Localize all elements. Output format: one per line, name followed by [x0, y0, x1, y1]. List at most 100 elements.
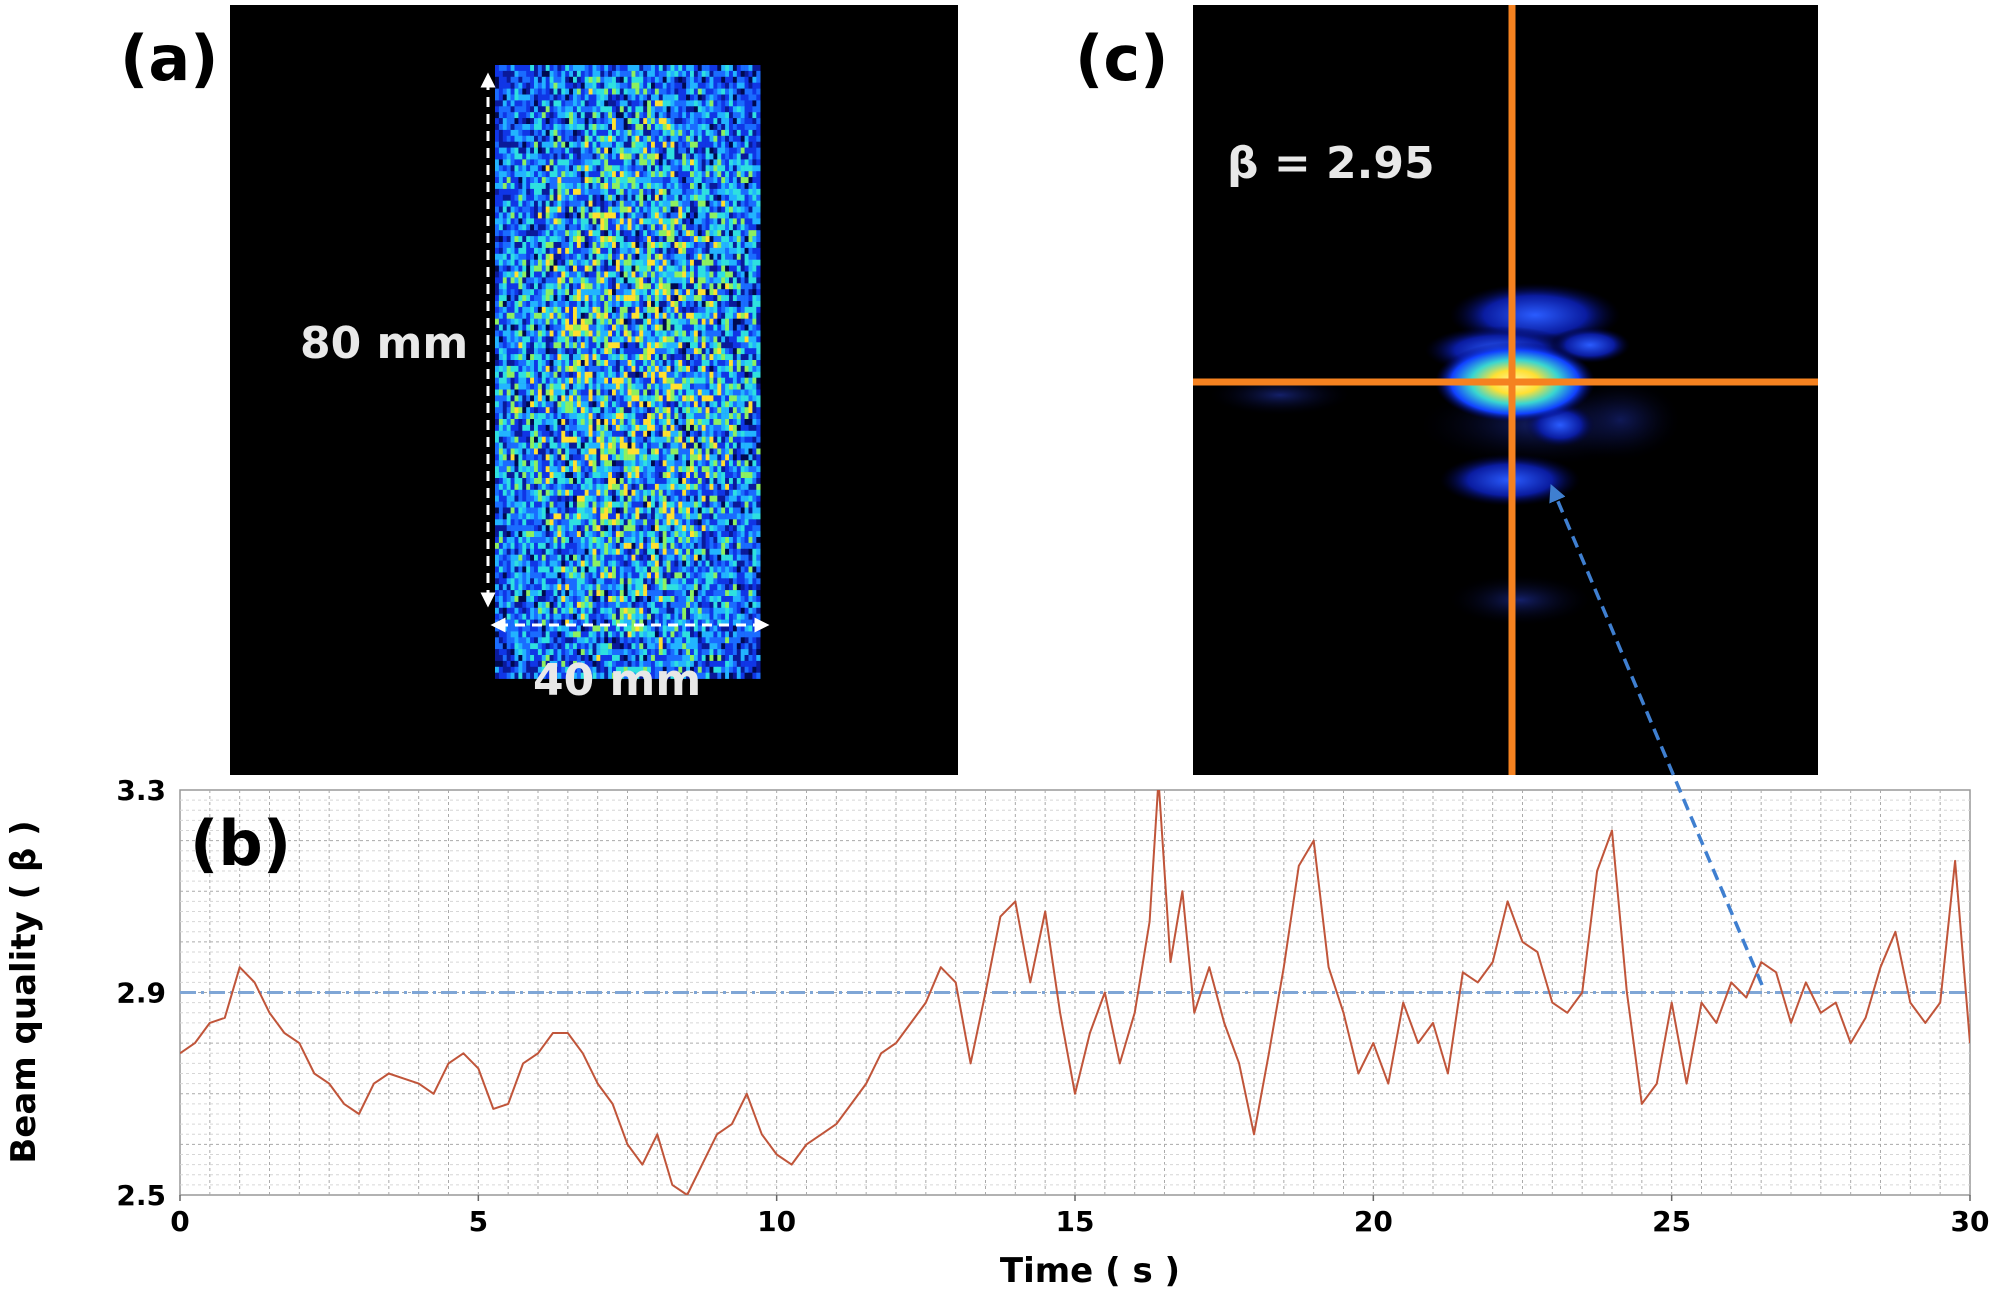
- speckle-pixel: [623, 76, 628, 83]
- speckle-pixel: [658, 460, 663, 467]
- speckle-pixel: [549, 124, 554, 131]
- speckle-pixel: [729, 165, 734, 172]
- speckle-pixel: [682, 348, 687, 355]
- speckle-pixel: [580, 271, 585, 278]
- speckle-pixel: [553, 395, 558, 402]
- speckle-pixel: [713, 342, 718, 349]
- speckle-pixel: [584, 188, 589, 196]
- speckle-pixel: [612, 365, 617, 373]
- speckle-pixel: [651, 147, 656, 154]
- speckle-pixel: [565, 312, 570, 319]
- speckle-pixel: [635, 377, 640, 384]
- speckle-pixel: [635, 70, 640, 78]
- speckle-pixel: [514, 100, 519, 107]
- speckle-pixel: [612, 283, 617, 290]
- speckle-pixel: [569, 472, 574, 479]
- speckle-pixel: [518, 165, 523, 172]
- speckle-pixel: [635, 365, 640, 373]
- speckle-pixel: [662, 301, 667, 308]
- speckle-pixel: [604, 430, 609, 437]
- speckle-pixel: [498, 377, 504, 384]
- speckle-pixel: [666, 277, 671, 284]
- speckle-pixel: [670, 206, 675, 213]
- speckle-pixel: [615, 265, 621, 272]
- speckle-pixel: [495, 218, 500, 225]
- speckle-pixel: [674, 360, 679, 367]
- speckle-pixel: [588, 200, 593, 207]
- speckle-pixel: [580, 124, 585, 131]
- speckle-pixel: [553, 413, 558, 420]
- speckle-pixel: [662, 188, 667, 196]
- speckle-pixel: [697, 188, 702, 196]
- speckle-pixel: [662, 247, 667, 255]
- speckle-pixel: [600, 336, 605, 343]
- speckle-pixel: [612, 419, 617, 426]
- speckle-pixel: [495, 430, 500, 437]
- speckle-pixel: [584, 112, 589, 119]
- speckle-pixel: [498, 100, 504, 107]
- speckle-pixel: [756, 141, 761, 148]
- speckle-pixel: [701, 82, 706, 89]
- speckle-pixel: [506, 88, 511, 95]
- speckle-pixel: [596, 253, 601, 260]
- speckle-pixel: [756, 177, 761, 184]
- speckle-pixel: [752, 159, 757, 166]
- speckle-pixel: [526, 88, 531, 95]
- speckle-pixel: [756, 419, 761, 426]
- speckle-pixel: [506, 342, 511, 349]
- speckle-pixel: [752, 76, 757, 83]
- speckle-pixel: [639, 478, 644, 485]
- speckle-pixel: [545, 413, 550, 420]
- speckle-pixel: [682, 395, 687, 402]
- speckle-pixel: [627, 472, 632, 479]
- speckle-pixel: [588, 188, 593, 196]
- speckle-pixel: [604, 177, 609, 184]
- speckle-pixel: [553, 230, 558, 237]
- speckle-pixel: [635, 218, 640, 225]
- speckle-pixel: [666, 106, 671, 113]
- speckle-pixel: [584, 306, 589, 314]
- speckle-pixel: [580, 442, 585, 449]
- speckle-pixel: [495, 94, 500, 101]
- speckle-pixel: [729, 478, 734, 485]
- speckle-pixel: [736, 401, 741, 408]
- speckle-pixel: [674, 295, 679, 302]
- speckle-pixel: [674, 407, 679, 414]
- speckle-pixel: [647, 118, 652, 125]
- speckle-pixel: [518, 70, 523, 78]
- speckle-pixel: [697, 289, 702, 296]
- speckle-pixel: [600, 129, 605, 137]
- speckle-pixel: [713, 141, 718, 148]
- speckle-pixel: [732, 188, 738, 196]
- speckle-pixel: [549, 277, 554, 284]
- speckle-pixel: [752, 478, 757, 485]
- speckle-pixel: [725, 454, 730, 461]
- speckle-pixel: [557, 194, 562, 201]
- speckle-pixel: [647, 354, 652, 361]
- speckle-pixel: [592, 265, 597, 272]
- speckle-pixel: [584, 360, 589, 367]
- speckle-pixel: [740, 265, 745, 272]
- speckle-pixel: [510, 306, 515, 314]
- speckle-pixel: [565, 159, 570, 166]
- speckle-pixel: [635, 177, 640, 184]
- speckle-pixel: [647, 147, 652, 154]
- speckle-pixel: [654, 312, 660, 319]
- speckle-pixel: [596, 336, 601, 343]
- speckle-pixel: [545, 188, 550, 196]
- speckle-pixel: [717, 153, 722, 160]
- speckle-pixel: [604, 141, 609, 148]
- speckle-pixel: [502, 159, 507, 166]
- speckle-pixel: [686, 141, 691, 148]
- speckle-pixel: [627, 165, 632, 172]
- speckle-pixel: [697, 200, 702, 207]
- speckle-pixel: [736, 153, 741, 160]
- speckle-pixel: [639, 183, 644, 190]
- speckle-pixel: [662, 212, 667, 219]
- speckle-pixel: [608, 112, 613, 119]
- speckle-pixel: [526, 483, 531, 491]
- speckle-pixel: [623, 147, 628, 154]
- speckle-pixel: [584, 424, 589, 432]
- speckle-pixel: [592, 76, 597, 83]
- speckle-pixel: [596, 407, 601, 414]
